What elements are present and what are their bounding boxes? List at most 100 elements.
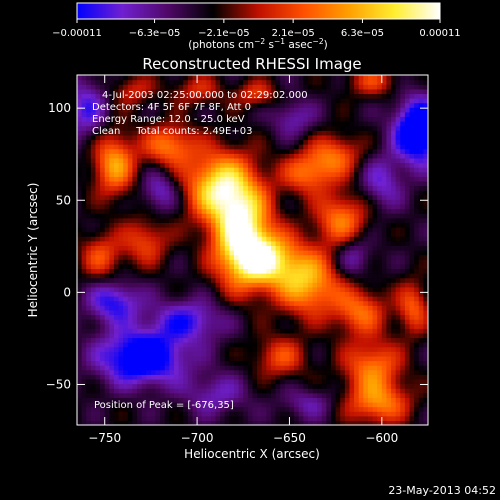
heatmap-cell	[150, 125, 157, 131]
heatmap-cell	[238, 144, 244, 150]
heatmap-cell	[201, 79, 207, 85]
heatmap-cell	[132, 332, 138, 339]
heatmap-cell	[132, 203, 138, 210]
heatmap-cell	[321, 378, 327, 385]
heatmap-cell	[234, 415, 240, 421]
heatmap-cell	[210, 79, 217, 85]
heatmap-cell	[113, 337, 120, 343]
heatmap-cell	[321, 268, 327, 274]
heatmap-cell	[270, 369, 277, 375]
heatmap-cell	[160, 93, 166, 99]
heatmap-cell	[132, 374, 138, 380]
heatmap-cell	[109, 378, 115, 385]
heatmap-cell	[354, 300, 360, 306]
heatmap-cell	[238, 139, 244, 145]
heatmap-cell	[206, 213, 212, 219]
heatmap-cell	[238, 309, 244, 316]
heatmap-cell	[164, 125, 170, 131]
heatmap-cell	[155, 332, 161, 339]
heatmap-cell	[270, 411, 277, 417]
heatmap-cell	[173, 360, 180, 366]
heatmap-cell	[141, 420, 147, 425]
heatmap-cell	[284, 194, 291, 200]
heatmap-cell	[100, 208, 106, 214]
heatmap-cell	[132, 190, 138, 196]
heatmap-cell	[206, 351, 212, 357]
heatmap-cell	[331, 277, 337, 283]
heatmap-cell	[86, 231, 92, 237]
heatmap-cell	[298, 415, 304, 421]
heatmap-cell	[252, 342, 258, 348]
heatmap-cell	[95, 319, 101, 325]
heatmap-cell	[86, 180, 92, 187]
heatmap-cell	[238, 411, 244, 417]
heatmap-cell	[146, 369, 152, 375]
heatmap-cell	[307, 217, 314, 223]
heatmap-cell	[201, 286, 207, 293]
heatmap-cell	[77, 130, 83, 136]
heatmap-cell	[210, 415, 217, 421]
heatmap-cell	[95, 415, 101, 421]
heatmap-cell	[197, 351, 203, 357]
heatmap-cell	[317, 157, 323, 164]
heatmap-cell	[344, 392, 351, 398]
heatmap-cell	[164, 144, 170, 150]
heatmap-cell	[280, 365, 286, 371]
heatmap-cell	[201, 397, 207, 403]
heatmap-cell	[377, 250, 383, 256]
heatmap-cell	[164, 236, 170, 242]
heatmap-cell	[81, 346, 87, 352]
heatmap-cell	[289, 360, 295, 366]
heatmap-cell	[178, 337, 184, 343]
heatmap-cell	[312, 203, 318, 210]
heatmap-cell	[197, 286, 203, 293]
heatmap-cell	[298, 125, 304, 131]
heatmap-cell	[270, 121, 277, 127]
heatmap-cell	[238, 121, 244, 127]
heatmap-cell	[367, 254, 374, 260]
heatmap-cell	[257, 107, 263, 113]
heatmap-cell	[123, 305, 129, 311]
heatmap-cell	[247, 139, 254, 145]
heatmap-cell	[187, 369, 194, 375]
heatmap-cell	[340, 282, 346, 288]
heatmap-cell	[95, 98, 101, 104]
heatmap-cell	[137, 125, 143, 131]
heatmap-cell	[220, 397, 226, 403]
heatmap-cell	[261, 314, 267, 320]
heatmap-cell	[77, 213, 83, 219]
heatmap-cell	[312, 291, 318, 297]
heatmap-cell	[317, 240, 323, 246]
heatmap-cell	[312, 369, 318, 375]
heatmap-cell	[192, 323, 198, 329]
heatmap-cell	[197, 116, 203, 122]
heatmap-cell	[257, 337, 263, 343]
heatmap-cell	[123, 79, 129, 85]
heatmap-cell	[169, 144, 175, 150]
heatmap-cell	[243, 84, 249, 90]
heatmap-cell	[238, 111, 244, 118]
heatmap-cell	[201, 291, 207, 297]
heatmap-cell	[187, 102, 194, 108]
heatmap-cell	[367, 319, 374, 325]
heatmap-cell	[81, 277, 87, 283]
heatmap-cell	[210, 167, 217, 173]
heatmap-cell	[344, 116, 351, 122]
heatmap-cell	[224, 157, 231, 164]
heatmap-cell	[95, 420, 101, 425]
heatmap-cell	[160, 378, 166, 385]
heatmap-cell	[349, 277, 355, 283]
heatmap-cell	[160, 157, 166, 164]
heatmap-cell	[317, 148, 323, 154]
heatmap-cell	[150, 420, 157, 425]
heatmap-cell	[104, 406, 110, 412]
heatmap-cell	[354, 291, 360, 297]
heatmap-cell	[229, 134, 235, 141]
heatmap-cell	[81, 148, 87, 154]
heatmap-cell	[326, 171, 332, 177]
heatmap-cell	[113, 263, 120, 270]
heatmap-cell	[118, 153, 124, 159]
heatmap-cell	[206, 153, 212, 159]
heatmap-cell	[224, 79, 231, 85]
heatmap-cell	[197, 236, 203, 242]
